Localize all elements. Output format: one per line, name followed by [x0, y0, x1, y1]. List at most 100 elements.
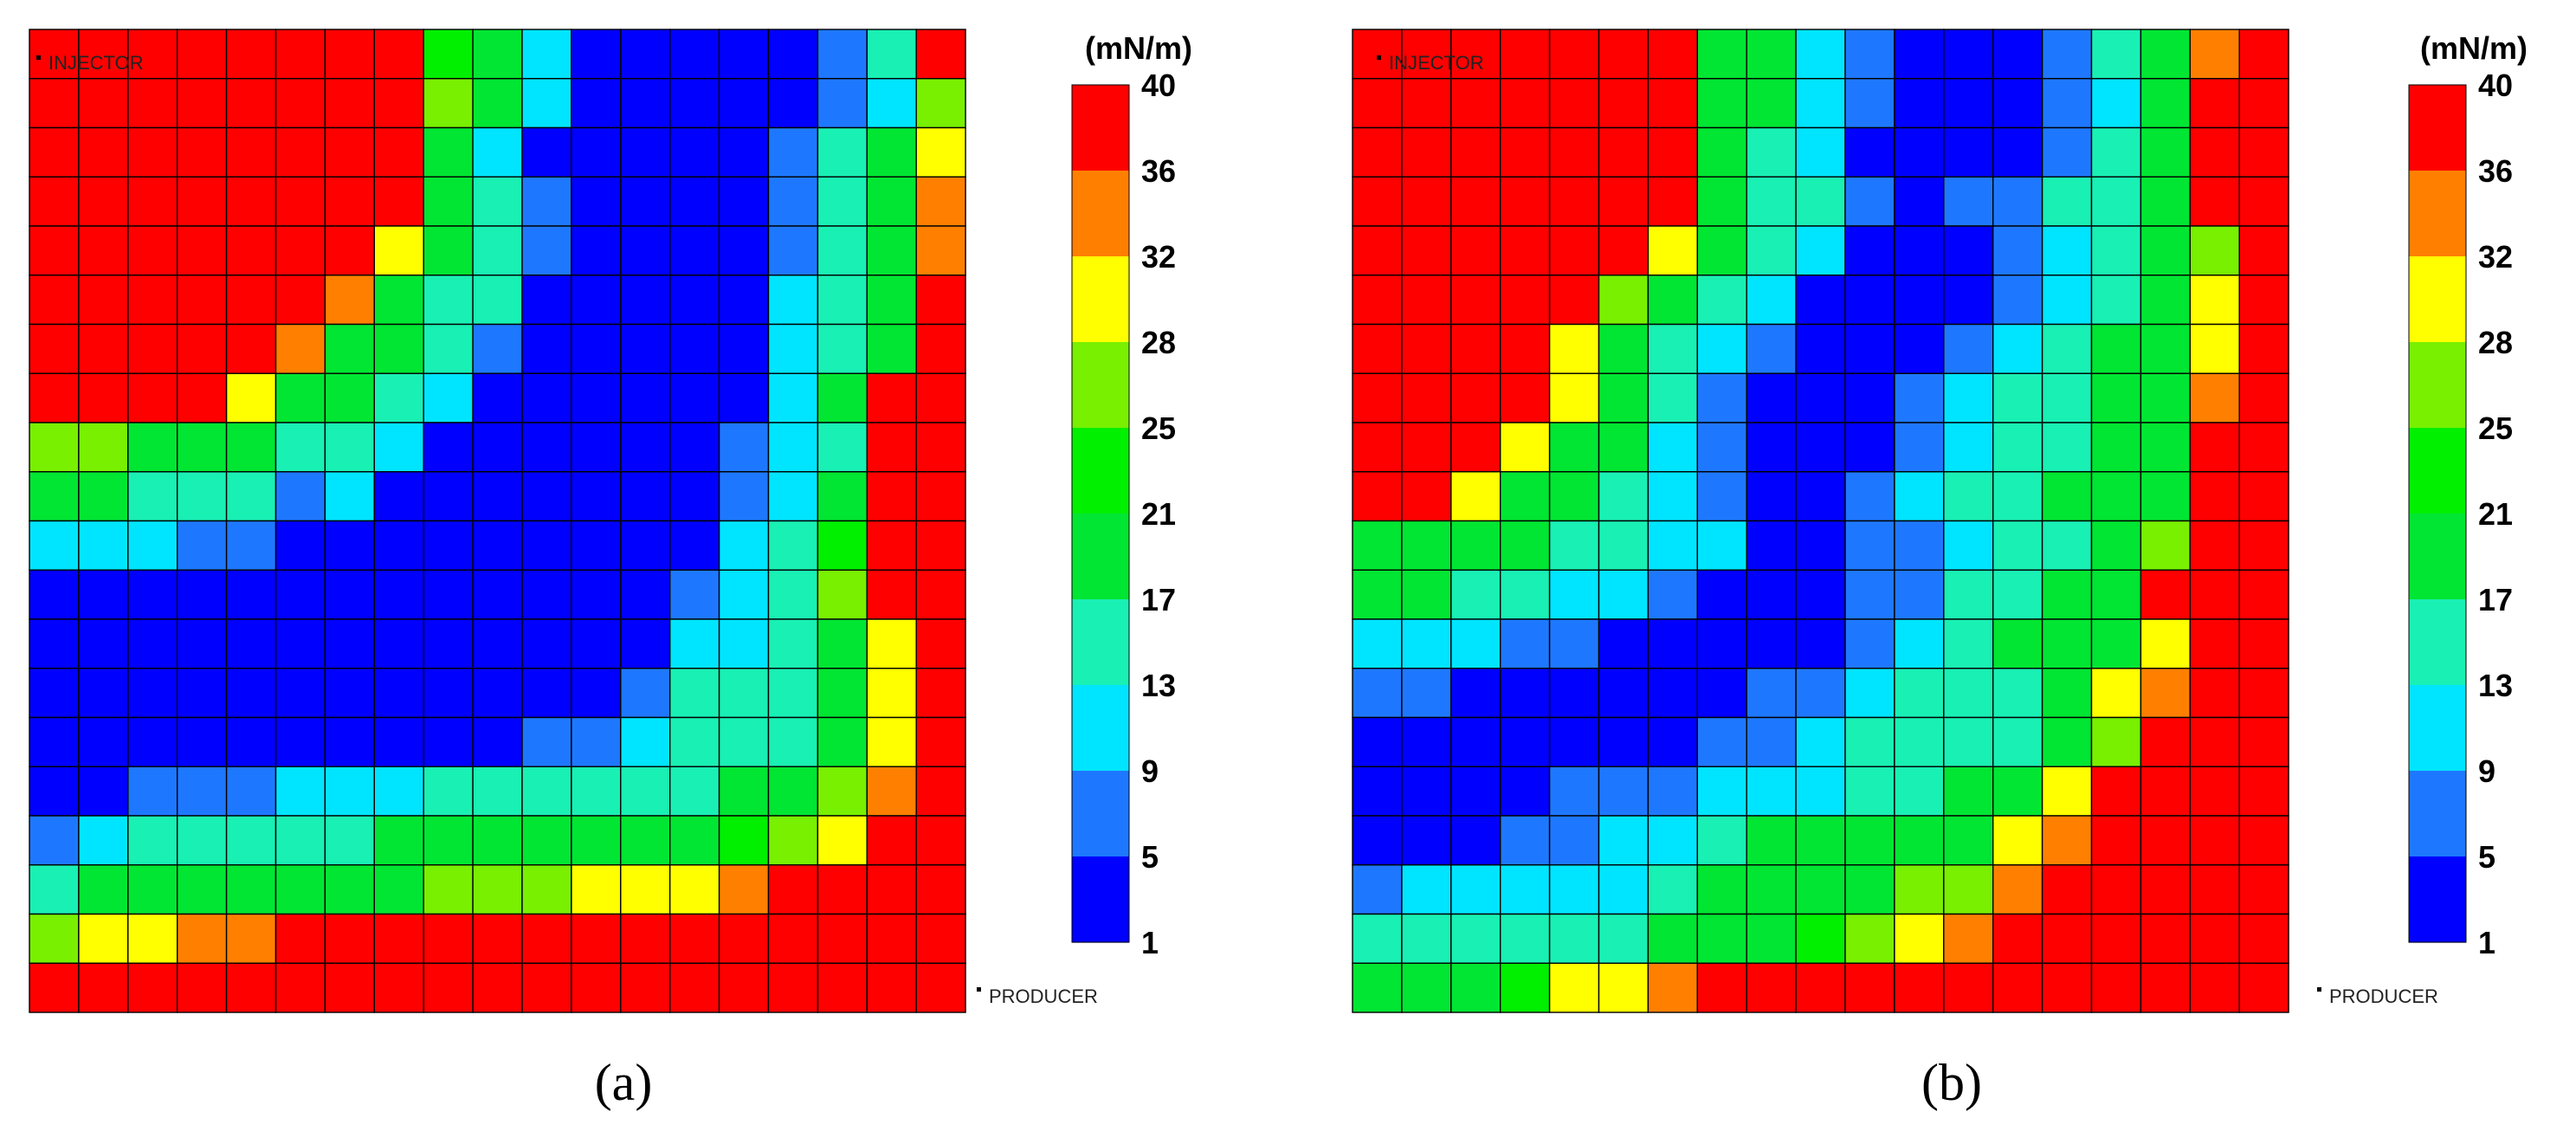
heatmap-cell [669, 225, 720, 276]
heatmap-cell [1647, 225, 1699, 276]
heatmap-cell [915, 913, 966, 964]
heatmap-cell [176, 29, 228, 80]
heatmap-cell [2238, 323, 2289, 374]
heatmap-cell [274, 225, 326, 276]
heatmap-cell [2090, 225, 2142, 276]
heatmap-cell [472, 913, 523, 964]
heatmap-cell [1992, 668, 2043, 719]
heatmap-cell [78, 913, 129, 964]
heatmap-cell [324, 864, 375, 915]
heatmap-cell [1647, 716, 1699, 767]
heatmap-cell [1894, 225, 1945, 276]
heatmap-cell [1943, 78, 1994, 129]
heatmap-cell [1795, 225, 1846, 276]
heatmap-cell [1943, 864, 1994, 915]
heatmap-cell [274, 471, 326, 522]
heatmap-cell [1992, 471, 2043, 522]
heatmap-cell [78, 716, 129, 767]
heatmap-cell [1598, 176, 1650, 227]
heatmap-cell [1943, 766, 1994, 817]
heatmap-cell [1894, 864, 1945, 915]
heatmap-cell [1647, 323, 1699, 374]
heatmap-cell [1647, 29, 1699, 80]
heatmap-cell [1943, 962, 1994, 1013]
heatmap-cell [324, 176, 375, 227]
heatmap-cell [1844, 962, 1895, 1013]
heatmap-cell [1450, 569, 1501, 620]
heatmap-cell [127, 864, 178, 915]
colorbar-swatch [1072, 514, 1129, 600]
heatmap-cell [915, 372, 966, 423]
heatmap-cell [1943, 520, 1994, 571]
heatmap-cell [2140, 815, 2191, 866]
heatmap-cell [324, 78, 375, 129]
heatmap-cell [225, 766, 277, 817]
heatmap-cell [571, 913, 622, 964]
heatmap-cell [521, 569, 572, 620]
heatmap-cell [521, 372, 572, 423]
heatmap-cell [1450, 471, 1501, 522]
heatmap-cell [1499, 471, 1551, 522]
heatmap-cell [1992, 225, 2043, 276]
heatmap-cell [1795, 766, 1846, 817]
colorbar-tick-label: 9 [2478, 753, 2495, 789]
heatmap-cell [1795, 275, 1846, 326]
heatmap-cell [1450, 864, 1501, 915]
heatmap-cell [1795, 962, 1846, 1013]
heatmap-cell [1894, 78, 1945, 129]
heatmap-cell [718, 29, 770, 80]
heatmap-cell [2238, 766, 2289, 817]
heatmap-cell [866, 126, 917, 178]
heatmap-cell [1401, 126, 1452, 178]
heatmap-cell [78, 275, 129, 326]
heatmap-cell [1894, 126, 1945, 178]
heatmap-cell [274, 29, 326, 80]
heatmap-cell [225, 126, 277, 178]
colorbar-frame [2408, 84, 2467, 943]
heatmap-cell [2189, 766, 2240, 817]
heatmap-cell [78, 962, 129, 1013]
heatmap-cell [718, 716, 770, 767]
heatmap-cell [2189, 668, 2240, 719]
heatmap-cell [423, 372, 474, 423]
heatmap-cell [2238, 913, 2289, 964]
heatmap-cell [29, 29, 80, 80]
heatmap-cell [29, 913, 80, 964]
heatmap-cell [1598, 78, 1650, 129]
heatmap-cell [225, 225, 277, 276]
heatmap-cell [1844, 471, 1895, 522]
heatmap-cell [78, 766, 129, 817]
heatmap-cell [1499, 766, 1551, 817]
heatmap-cell [324, 815, 375, 866]
heatmap-cell [669, 520, 720, 571]
heatmap-cell [423, 422, 474, 473]
heatmap-cell [1943, 716, 1994, 767]
heatmap-cell [718, 962, 770, 1013]
heatmap-cell [866, 913, 917, 964]
heatmap-cell [127, 471, 178, 522]
heatmap-cell [127, 668, 178, 719]
heatmap-cell [521, 78, 572, 129]
heatmap-cell [423, 78, 474, 129]
heatmap-cell [127, 372, 178, 423]
heatmap-cell [1844, 126, 1895, 178]
heatmap-cell [2238, 668, 2289, 719]
heatmap-cell [1943, 29, 1994, 80]
heatmap-cell [274, 520, 326, 571]
heatmap-cell [2189, 962, 2240, 1013]
heatmap-cell [225, 323, 277, 374]
heatmap-cell [620, 78, 671, 129]
heatmap-cell [1499, 275, 1551, 326]
heatmap-cell [571, 716, 622, 767]
heatmap-cell [1696, 913, 1747, 964]
heatmap-cell [2140, 913, 2191, 964]
heatmap-cell [1844, 422, 1895, 473]
heatmap-cell [669, 962, 720, 1013]
panel-label: (a) [595, 1054, 653, 1111]
heatmap-cell [1598, 913, 1650, 964]
heatmap-cell [1696, 323, 1747, 374]
heatmap-cell [78, 225, 129, 276]
heatmap-cell [29, 323, 80, 374]
heatmap-cell [373, 766, 424, 817]
heatmap-cell [472, 569, 523, 620]
